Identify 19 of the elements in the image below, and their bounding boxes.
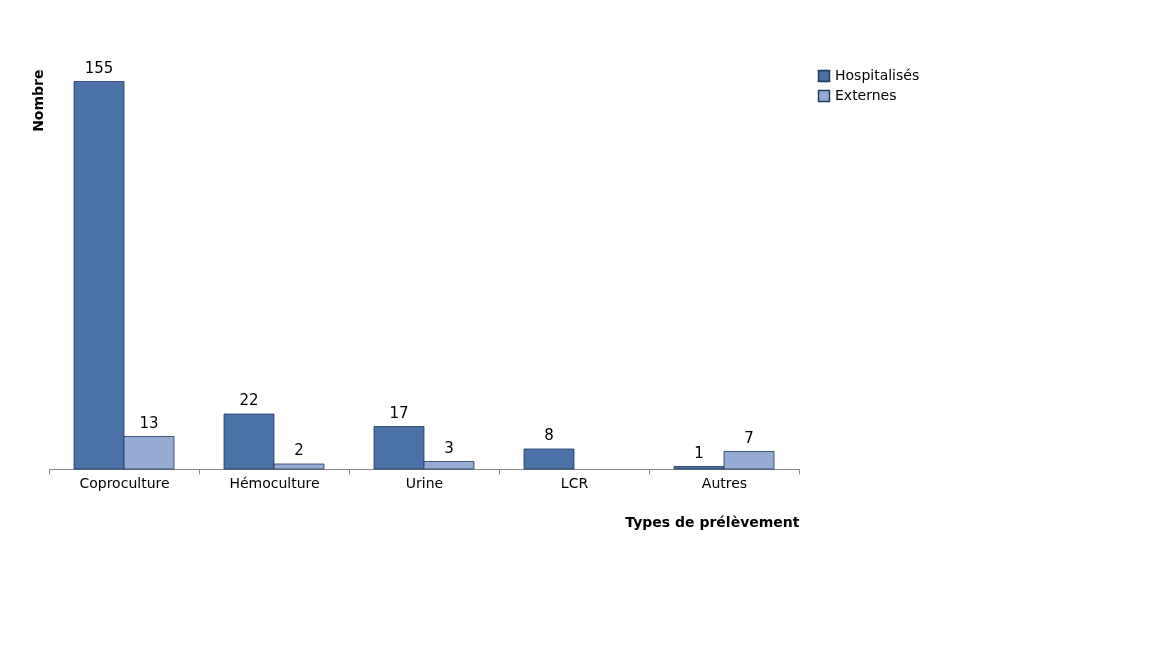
x-tick-label: Hémoculture (229, 474, 320, 491)
data-label: 22 (239, 391, 259, 409)
x-axis-title: Types de prélèvement (625, 513, 800, 530)
data-label: 13 (139, 413, 159, 432)
data-label: 3 (444, 438, 454, 457)
y-axis-title: Nombre (29, 69, 46, 132)
bar (523, 448, 575, 470)
data-label: 8 (544, 426, 554, 444)
legend-label: Externes (835, 87, 897, 103)
x-tick-label: Autres (701, 474, 748, 491)
x-tick-label: LCR (560, 474, 589, 491)
data-label: 1 (694, 443, 704, 462)
data-label: 7 (744, 428, 754, 447)
x-tick-label: Urine (405, 474, 444, 491)
data-label: 155 (84, 58, 114, 77)
legend-label: Hospitalisés (835, 67, 920, 83)
data-label: 2 (294, 441, 304, 459)
x-tick-label: Coproculture (79, 474, 170, 491)
data-label: 17 (389, 403, 409, 422)
